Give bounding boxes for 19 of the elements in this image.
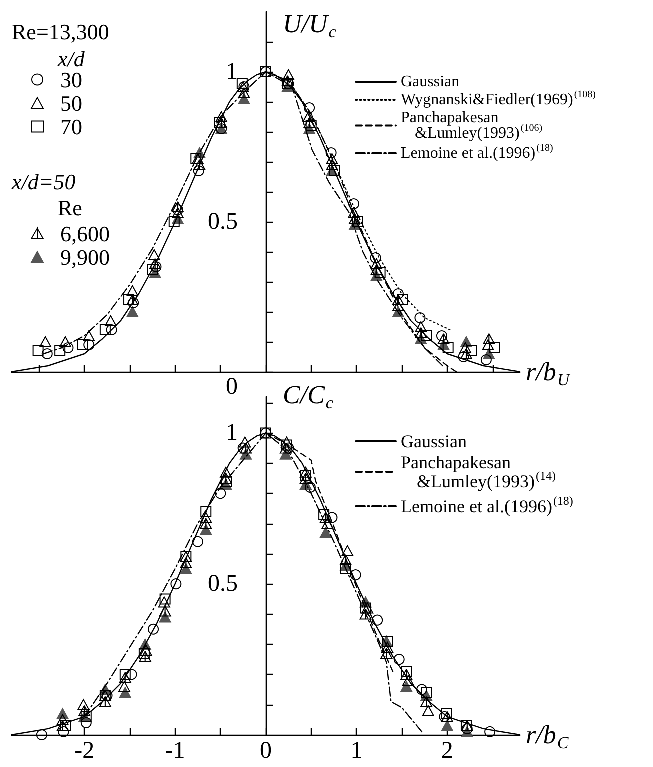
x-tick-label: 0: [260, 738, 272, 764]
legend-label: 50: [60, 90, 82, 116]
x-tick-label: 2: [441, 738, 454, 764]
legend-label: 9,900: [60, 244, 110, 270]
annotation: x/d=50: [11, 170, 76, 194]
legend-label: Gaussian: [401, 432, 467, 452]
legend-label: Gaussian: [401, 74, 460, 90]
y-tick-label: 0: [226, 374, 238, 400]
x-tick-label: 1: [350, 738, 363, 764]
y-tick-label: 0.5: [208, 571, 238, 598]
legend-title: Re=13,300: [12, 20, 110, 44]
y-tick-label: 0.5: [208, 209, 238, 235]
legend-label: 6,600: [60, 221, 110, 246]
y-tick-label: 1: [226, 59, 238, 85]
x-tick-label: -1: [165, 738, 186, 764]
x-tick-label: -2: [74, 738, 95, 764]
annotation: Re: [58, 196, 82, 220]
legend-label: 70: [60, 114, 82, 140]
y-tick-label: 1: [226, 420, 238, 446]
